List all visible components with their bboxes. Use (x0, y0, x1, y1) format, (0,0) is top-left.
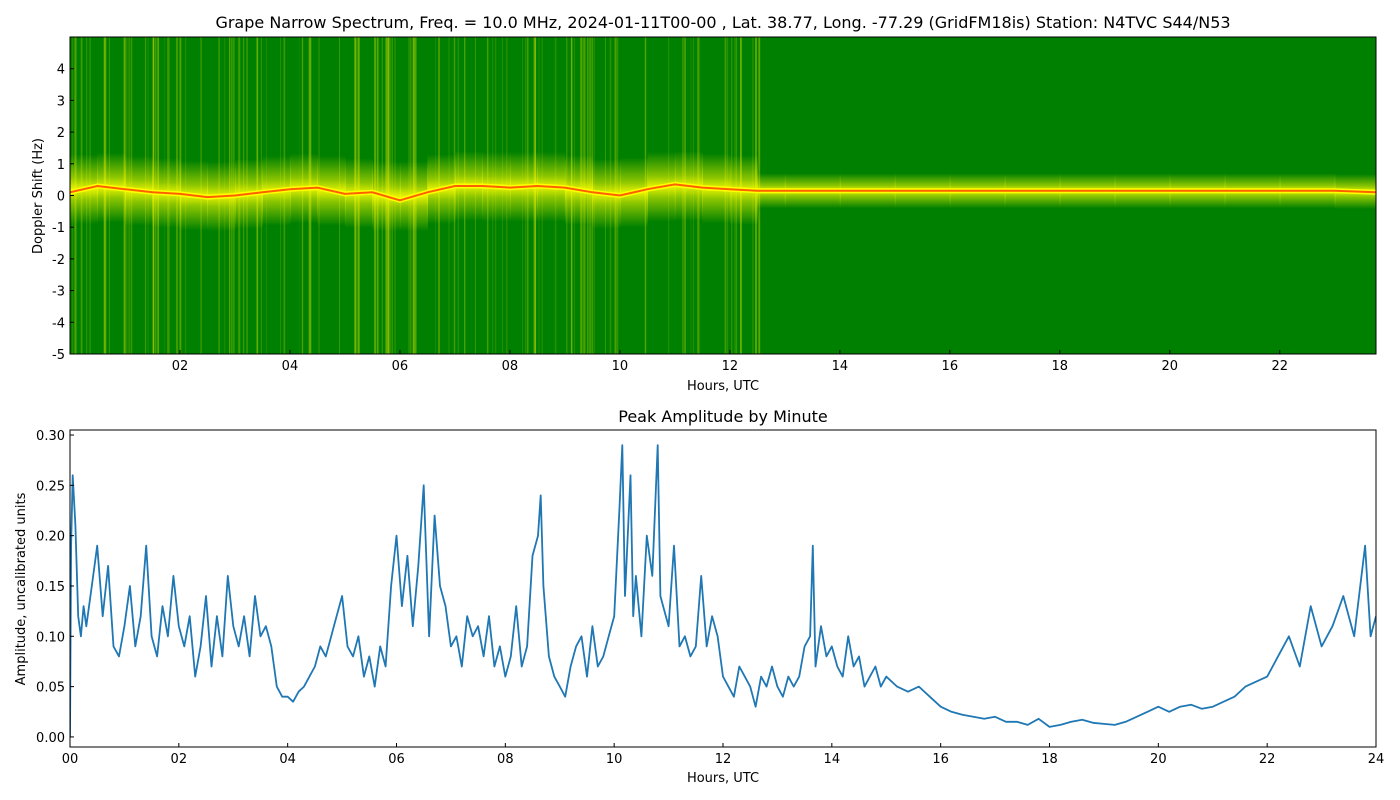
y-tick-label: -5 (52, 348, 65, 363)
x-tick-label: 16 (932, 752, 949, 767)
y-tick-label: 1 (57, 158, 65, 173)
y-tick-label: 0.30 (36, 429, 65, 444)
amplitude-y-ticks: 0.00 0.05 0.10 0.15 0.20 0.25 0.30 (36, 429, 74, 746)
x-tick-label: 06 (388, 752, 405, 767)
y-tick-label: 3 (57, 94, 65, 109)
y-tick-label: 0.25 (36, 479, 65, 494)
y-tick-label: 4 (57, 63, 65, 78)
amplitude-x-ticks: 00 02 04 06 08 10 12 14 16 18 20 22 24 (62, 743, 1385, 767)
x-tick-label: 20 (1150, 752, 1167, 767)
x-tick-label: 24 (1368, 752, 1385, 767)
x-tick-label: 22 (1259, 752, 1276, 767)
y-tick-label: 0.00 (36, 731, 65, 746)
y-tick-label: 0.15 (36, 580, 65, 595)
x-tick-label: 18 (1041, 752, 1058, 767)
spectrogram-y-ticks: -5 -4 -3 -2 -1 0 1 2 3 4 (52, 63, 74, 363)
x-tick-label: 20 (1162, 359, 1179, 374)
x-tick-label: 12 (722, 359, 739, 374)
x-tick-label: 14 (824, 752, 841, 767)
spectrogram-marks (70, 37, 1376, 354)
x-tick-label: 12 (715, 752, 732, 767)
y-tick-label: 0.10 (36, 630, 65, 645)
amplitude-plot-area (70, 430, 1376, 747)
amplitude-y-label: Amplitude, uncalibrated units (14, 492, 29, 685)
x-tick-label: 22 (1271, 359, 1288, 374)
peak-trace (70, 183, 1376, 202)
x-tick-label: 10 (612, 359, 629, 374)
amplitude-series-line (70, 444, 1376, 737)
spectrogram-y-label: Doppler Shift (Hz) (31, 138, 46, 254)
y-tick-label: -4 (52, 316, 65, 331)
amplitude-title: Peak Amplitude by Minute (618, 407, 828, 426)
y-tick-label: -3 (52, 285, 65, 300)
y-tick-label: -1 (52, 221, 65, 236)
y-tick-label: 0 (57, 190, 65, 205)
x-tick-label: 16 (942, 359, 959, 374)
x-tick-label: 04 (282, 359, 299, 374)
x-tick-label: 10 (606, 752, 623, 767)
x-tick-label: 14 (832, 359, 849, 374)
x-tick-label: 00 (62, 752, 79, 767)
x-tick-label: 18 (1052, 359, 1069, 374)
y-tick-label: 2 (57, 126, 65, 141)
x-tick-label: 04 (279, 752, 296, 767)
amplitude-marks (70, 444, 1376, 737)
spectrogram-x-ticks: 02 04 06 08 10 12 14 16 18 20 22 (172, 350, 1288, 374)
y-tick-label: -2 (52, 253, 65, 268)
spectrogram-x-label: Hours, UTC (687, 379, 759, 394)
y-tick-label: 0.05 (36, 681, 65, 696)
x-tick-label: 06 (392, 359, 409, 374)
spectrogram-title: Grape Narrow Spectrum, Freq. = 10.0 MHz,… (215, 13, 1230, 32)
x-tick-label: 08 (502, 359, 519, 374)
x-tick-label: 02 (172, 359, 189, 374)
y-tick-label: 0.20 (36, 530, 65, 545)
x-tick-label: 08 (497, 752, 514, 767)
x-tick-label: 02 (171, 752, 188, 767)
amplitude-x-label: Hours, UTC (687, 771, 759, 786)
